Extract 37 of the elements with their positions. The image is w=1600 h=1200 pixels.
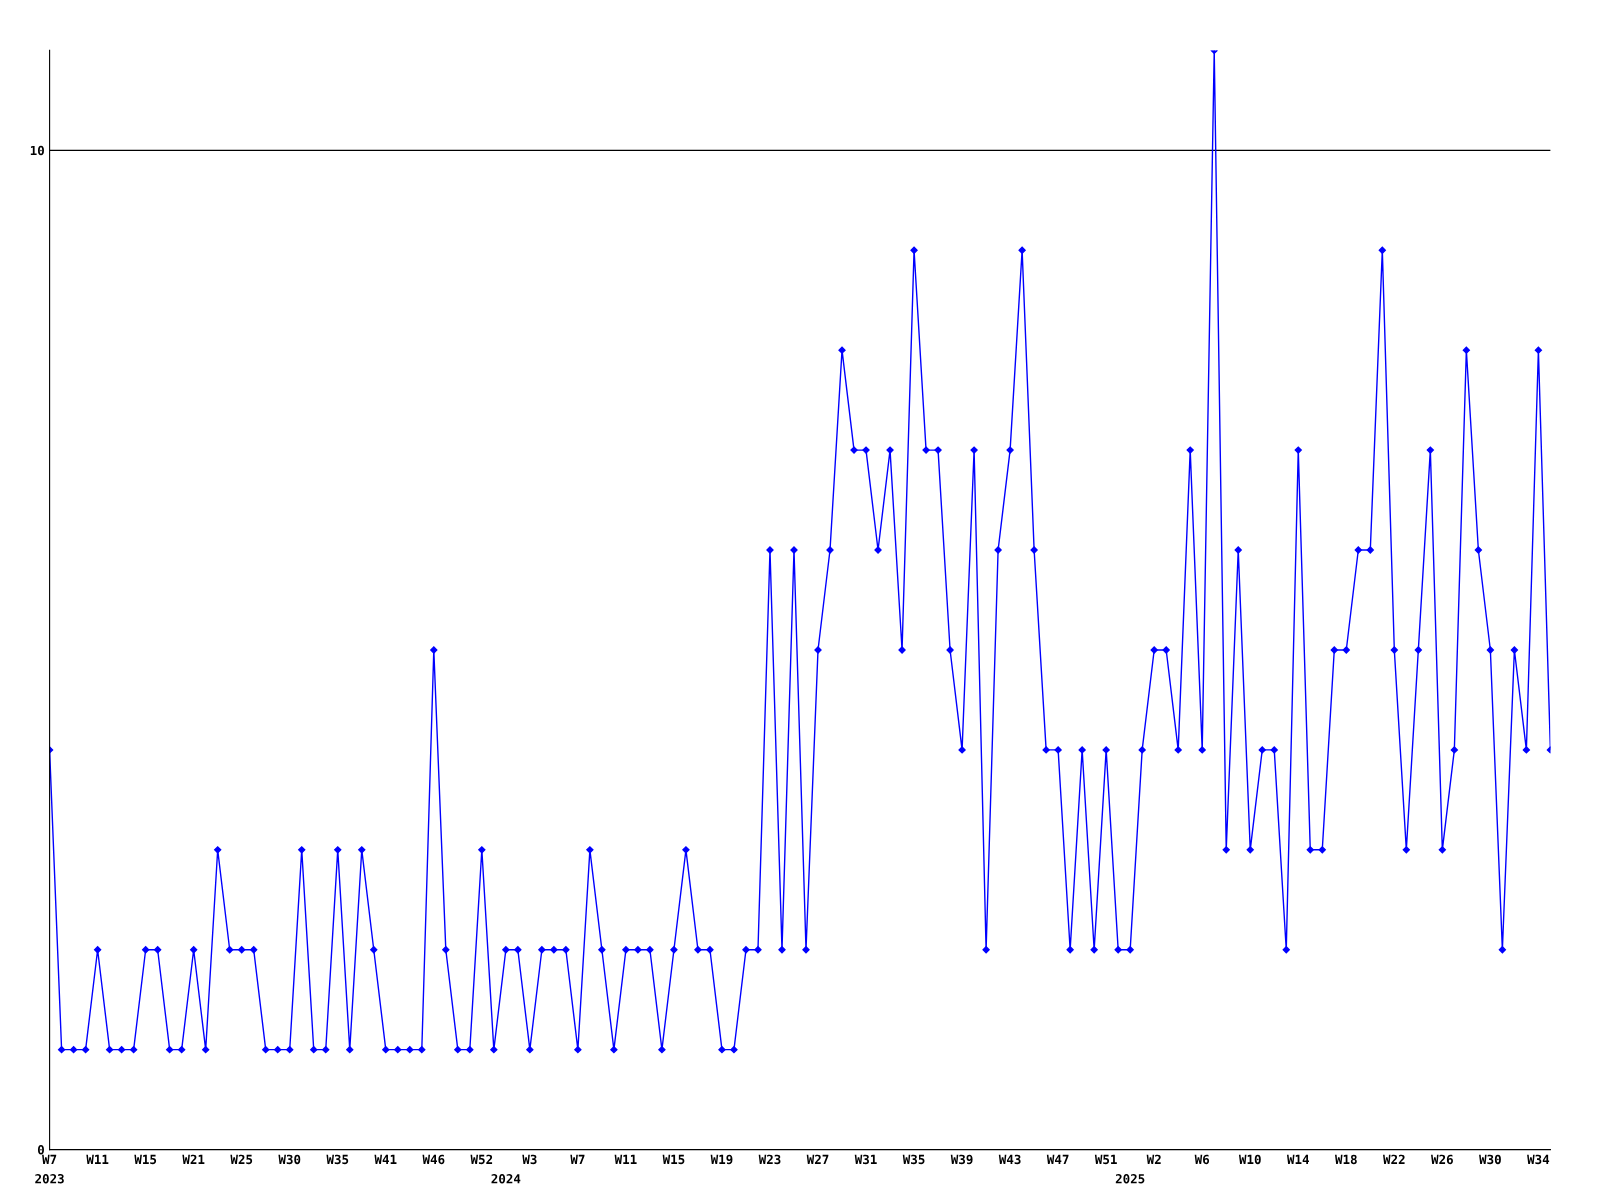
- x-tick-label: W7: [42, 1154, 57, 1164]
- x-tick-label: W47: [1046, 1154, 1069, 1164]
- text: 2023: [35, 1174, 64, 1184]
- x-tick-label: W46: [422, 1154, 445, 1165]
- y-tick-label: 10: [30, 145, 44, 156]
- x-tick-label: W7: [570, 1154, 585, 1164]
- x-tick-label: W15: [134, 1154, 157, 1165]
- x-tick-label: W30: [1479, 1154, 1501, 1165]
- x-tick-label: W10: [1238, 1154, 1261, 1165]
- x-tick-label: W35: [902, 1154, 925, 1165]
- x-tick-label: W11: [86, 1154, 109, 1164]
- x-tick-label: W26: [1431, 1154, 1453, 1165]
- x-tick-label: W14: [1286, 1154, 1309, 1164]
- x-tick-label: W3: [522, 1154, 537, 1165]
- x-tick-label: W34: [1527, 1154, 1550, 1165]
- x-tick-label: W27: [806, 1154, 829, 1164]
- x-tick-label: W31: [854, 1154, 877, 1165]
- text: 2024: [491, 1174, 521, 1184]
- x-tick-label: W41: [374, 1154, 397, 1164]
- x-tick-label: W23: [758, 1154, 781, 1165]
- x-tick-label: W43: [998, 1154, 1021, 1165]
- x-tick-label: W18: [1335, 1154, 1357, 1165]
- text: 2025: [1115, 1174, 1145, 1184]
- x-tick-label: W25: [230, 1154, 253, 1165]
- x-tick-label: W21: [182, 1154, 205, 1164]
- x-tick-label: W19: [710, 1154, 733, 1165]
- x-tick-label: W35: [326, 1154, 349, 1165]
- x-tick-label: W51: [1094, 1154, 1117, 1165]
- x-tick-label: W2: [1146, 1154, 1161, 1164]
- x-tick-label: W6: [1194, 1154, 1210, 1165]
- x-tick-label: W30: [278, 1154, 301, 1165]
- x-tick-label: W39: [950, 1154, 973, 1165]
- x-tick-label: W15: [662, 1154, 685, 1165]
- y-tick-label: 0: [37, 1145, 44, 1155]
- x-tick-label: W22: [1383, 1154, 1405, 1164]
- x-tick-label: W11: [614, 1154, 637, 1164]
- x-tick-label: W52: [470, 1154, 493, 1165]
